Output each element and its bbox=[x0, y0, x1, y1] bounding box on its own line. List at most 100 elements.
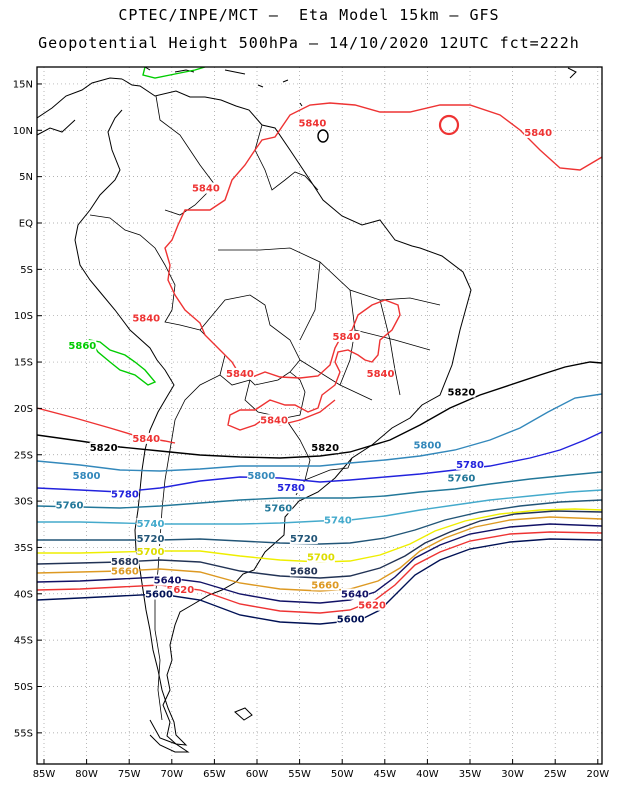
map-title-line-1: CPTEC/INPE/MCT – Eta Model 15km – GFS bbox=[118, 6, 500, 24]
contour-label: 5840 bbox=[132, 313, 160, 324]
contour-label-bg bbox=[132, 312, 161, 324]
contour-label-bg bbox=[524, 126, 553, 138]
lon-label: 75W bbox=[118, 769, 141, 780]
paraguay-border bbox=[244, 371, 306, 419]
colombia-venezuela-border bbox=[155, 95, 216, 216]
contour-label-bg bbox=[277, 481, 306, 493]
lat-label: 55S bbox=[14, 728, 33, 739]
lat-label: 15S bbox=[14, 358, 33, 369]
central-america-coast bbox=[37, 77, 123, 136]
contour-5780 bbox=[37, 431, 602, 493]
contour-label-bg bbox=[289, 565, 318, 577]
contour-5820 bbox=[37, 361, 602, 459]
contour-label: 5820 bbox=[311, 443, 339, 454]
contour-5840 bbox=[254, 102, 602, 171]
contour-5840 bbox=[164, 149, 401, 431]
lat-label: EQ bbox=[19, 219, 33, 230]
contour-label-bg bbox=[447, 386, 476, 398]
contour-label: 5620 bbox=[166, 585, 194, 596]
contour-label: 5700 bbox=[137, 547, 165, 558]
contour-5720 bbox=[37, 499, 602, 545]
contour-5620 bbox=[37, 531, 602, 614]
bolivia-brazil-border bbox=[199, 294, 301, 386]
contour-label-bg bbox=[110, 565, 139, 577]
caribbean-islands bbox=[144, 67, 577, 107]
lon-label: 60W bbox=[246, 769, 269, 780]
contour-5800 bbox=[37, 393, 602, 472]
contour-label: 5680 bbox=[111, 557, 139, 568]
contour-label-bg bbox=[68, 340, 97, 352]
contour-label: 5660 bbox=[311, 580, 339, 591]
contour-labels: 5840 5840 5840 5840 5860 5840 5840 5840 5840 5840… bbox=[55, 117, 553, 626]
contour-label-bg bbox=[225, 367, 254, 379]
lon-label: 25W bbox=[544, 769, 567, 780]
contour-label: 5780 bbox=[111, 489, 139, 500]
lon-label: 85W bbox=[33, 769, 56, 780]
contour-label: 5640 bbox=[341, 590, 369, 601]
contour-label-bg bbox=[456, 458, 484, 470]
contour-5640 bbox=[37, 523, 602, 604]
lon-label: 65W bbox=[203, 769, 226, 780]
contour-label-bg bbox=[298, 117, 327, 129]
contour-label: 5840 bbox=[260, 415, 288, 426]
contour-label-bg bbox=[55, 499, 84, 511]
longitude-labels: 85W 80W 75W 70W 65W 60W 55W 50W 45W 40W 35W 30W 25W 2… bbox=[33, 759, 609, 780]
lat-label: 50S bbox=[14, 682, 33, 693]
contour-label-bg bbox=[145, 588, 174, 600]
lat-label: 15N bbox=[13, 79, 33, 90]
contour-label-bg bbox=[447, 472, 476, 484]
contour-label-bg bbox=[247, 469, 276, 481]
lon-label: 40W bbox=[416, 769, 439, 780]
contour-label: 5700 bbox=[307, 553, 335, 564]
lat-label: 30S bbox=[14, 497, 33, 508]
contour-label-bg bbox=[264, 502, 293, 514]
lat-label: 25S bbox=[14, 450, 33, 461]
lat-label: 45S bbox=[14, 636, 33, 647]
lat-label: 35S bbox=[14, 543, 33, 554]
contour-label: 5760 bbox=[448, 474, 476, 485]
contour-label: 5780 bbox=[456, 460, 484, 471]
contour-label-bg bbox=[358, 599, 387, 611]
contour-label-bg bbox=[132, 432, 161, 444]
contour-label-bg bbox=[166, 583, 195, 595]
lon-label: 50W bbox=[331, 769, 354, 780]
contour-label: 5840 bbox=[298, 119, 326, 130]
contour-label-bg bbox=[89, 442, 118, 454]
tierra-del-fuego bbox=[149, 719, 190, 753]
contour-label: 5840 bbox=[132, 434, 160, 445]
contour-label-bg bbox=[136, 545, 165, 557]
contour-label-bg bbox=[110, 488, 139, 500]
contour-label: 5800 bbox=[247, 471, 275, 482]
contour-label-bg bbox=[153, 574, 182, 586]
contour-label-bg bbox=[110, 556, 139, 568]
contour-label: 5740 bbox=[324, 515, 352, 526]
lat-label: 5N bbox=[19, 172, 33, 183]
lon-label: 30W bbox=[501, 769, 524, 780]
contour-label: 5840 bbox=[226, 369, 254, 380]
ecuador-peru-border bbox=[89, 214, 201, 331]
contour-5680 bbox=[37, 510, 602, 579]
lat-label: 10S bbox=[14, 311, 33, 322]
latitude-labels: 15N 10N 5N EQ 5S 10S 15S 20S 25S 30S 35S 40S 45S 50S 5… bbox=[13, 79, 42, 739]
contour-label-bg bbox=[336, 613, 365, 625]
contour-label: 5600 bbox=[337, 615, 365, 626]
map-title-line-2: Geopotential Height 500hPa – 14/10/2020 … bbox=[38, 34, 580, 52]
contour-label: 5820 bbox=[90, 443, 118, 454]
contour-label: 5640 bbox=[154, 576, 182, 587]
contour-label-bg bbox=[366, 367, 395, 379]
lon-label: 70W bbox=[160, 769, 183, 780]
contour-label-bg bbox=[136, 532, 165, 544]
contour-5820 bbox=[317, 129, 329, 143]
contour-label-bg bbox=[191, 182, 220, 194]
contour-label: 5600 bbox=[145, 590, 173, 601]
contour-label: 5760 bbox=[56, 501, 84, 512]
contour-label: 5660 bbox=[111, 566, 139, 577]
contour-label: 5720 bbox=[290, 534, 318, 545]
contour-label: 5840 bbox=[367, 369, 395, 380]
contour-5860 bbox=[142, 67, 206, 79]
south-america-coast bbox=[74, 78, 472, 746]
contour-label-bg bbox=[289, 532, 318, 544]
contour-label-bg bbox=[72, 469, 101, 481]
lon-label: 80W bbox=[75, 769, 98, 780]
